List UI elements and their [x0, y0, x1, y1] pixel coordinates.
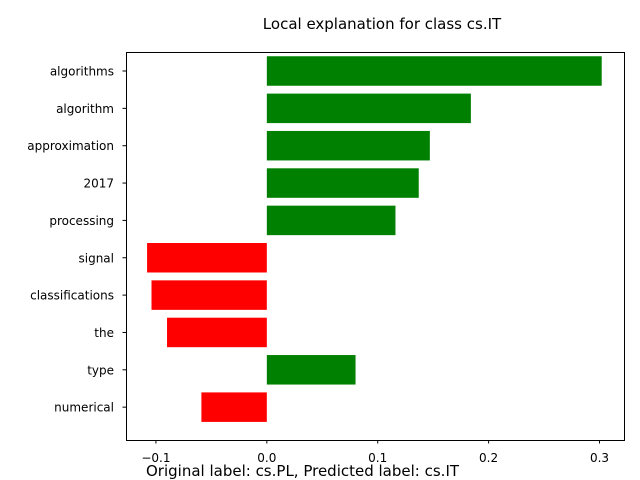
- bars-group: [147, 56, 602, 422]
- bar-2: [266, 130, 430, 161]
- plot-frame: [126, 52, 625, 441]
- y-tick-label-4: processing: [49, 214, 114, 228]
- y-tick-label-5: signal: [79, 251, 115, 265]
- chart-caption: Original label: cs.PL, Predicted label: …: [146, 462, 460, 480]
- y-tick-label-9: numerical: [54, 401, 114, 415]
- bar-4: [266, 205, 396, 236]
- bar-9: [201, 392, 267, 422]
- bar-3: [266, 168, 419, 198]
- chart-title: Local explanation for class cs.IT: [263, 15, 502, 33]
- x-tick-label-3: 0.2: [479, 451, 498, 465]
- y-tick-label-1: algorithm: [56, 102, 114, 116]
- x-tick-label-0: −0.1: [141, 451, 170, 465]
- y-tick-label-8: type: [87, 363, 114, 377]
- bar-1: [266, 93, 471, 124]
- bar-5: [147, 243, 267, 273]
- y-tick-label-7: the: [94, 326, 114, 340]
- bar-6: [151, 280, 267, 310]
- y-axis: algorithms algorithm approximation 2017 proc…: [27, 65, 126, 415]
- bar-8: [266, 355, 356, 385]
- bar-7: [167, 317, 267, 348]
- x-tick-label-2: 0.1: [368, 451, 387, 465]
- x-tick-label-4: 0.3: [590, 451, 609, 465]
- y-tick-label-2: approximation: [27, 139, 114, 153]
- y-tick-label-3: 2017: [83, 177, 114, 191]
- x-axis: −0.1 0.0 0.1 0.2 0.3: [141, 440, 609, 465]
- y-tick-label-0: algorithms: [50, 65, 114, 79]
- x-tick-label-1: 0.0: [257, 451, 276, 465]
- y-tick-label-6: classifications: [30, 289, 114, 303]
- bar-0: [266, 56, 602, 86]
